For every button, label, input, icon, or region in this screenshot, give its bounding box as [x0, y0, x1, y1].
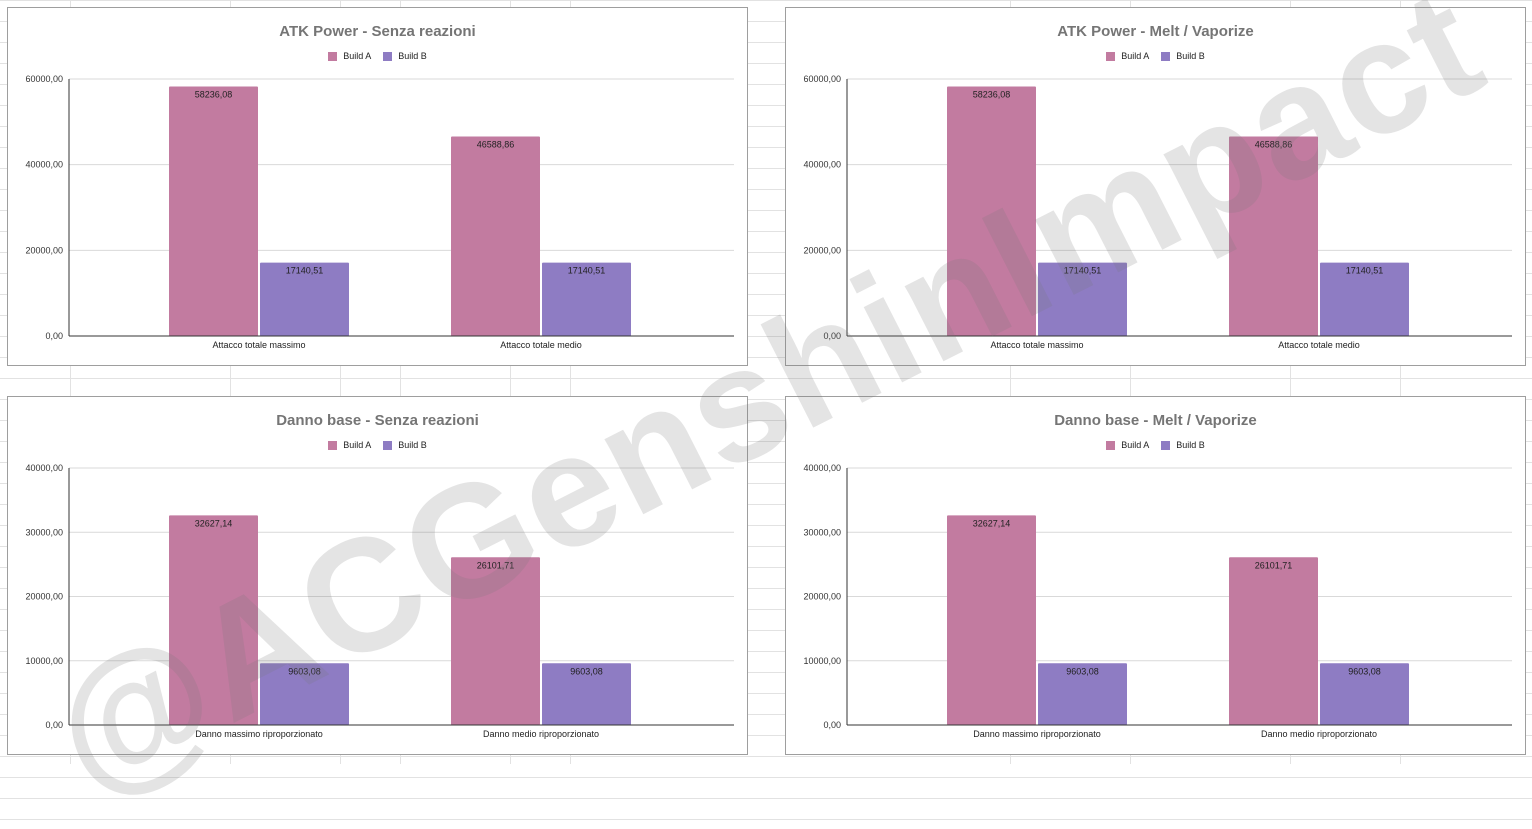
legend-item[interactable]: Build B	[383, 51, 427, 61]
legend-label: Build A	[343, 51, 372, 61]
bar[interactable]	[1038, 663, 1127, 725]
chart-title: ATK Power - Senza reazioni	[279, 23, 476, 40]
x-tick-label: Attacco totale massimo	[212, 340, 305, 350]
legend-item[interactable]: Build A	[328, 51, 371, 61]
y-tick-label: 30000,00	[25, 527, 63, 537]
bar[interactable]	[169, 515, 258, 725]
legend-item[interactable]: Build B	[1161, 51, 1205, 61]
chart-panel-atk-melt[interactable]: ATK Power - Melt / Vaporize Build A Build …	[785, 7, 1526, 366]
bar[interactable]	[947, 86, 1036, 337]
x-tick-label: Attacco totale massimo	[990, 340, 1083, 350]
plot-area: 0,00 20000,00 40000,00 60000,00 58236,08 1714…	[803, 74, 1512, 350]
y-tick-label: 0,00	[45, 331, 63, 341]
legend-item[interactable]: Build B	[1161, 440, 1205, 450]
legend: Build A Build B	[8, 51, 747, 61]
x-tick-label: Attacco totale medio	[500, 340, 582, 350]
bar[interactable]	[1038, 262, 1127, 336]
x-tick-label: Danno medio riproporzionato	[1261, 729, 1377, 739]
chart-panel-damage-melt[interactable]: Danno base - Melt / Vaporize Build A Build…	[785, 396, 1526, 755]
chart-title: Danno base - Senza reazioni	[276, 412, 479, 429]
legend-swatch	[383, 440, 393, 450]
legend-label: Build A	[1121, 51, 1150, 61]
data-label: 26101,71	[477, 560, 515, 570]
legend-swatch	[1106, 51, 1116, 61]
y-tick-label: 60000,00	[25, 74, 63, 84]
y-tick-label: 40000,00	[25, 160, 63, 170]
x-tick-label: Danno medio riproporzionato	[483, 729, 599, 739]
bar[interactable]	[260, 262, 349, 336]
legend-swatch	[1106, 440, 1116, 450]
legend-swatch	[1161, 440, 1171, 450]
x-tick-label: Attacco totale medio	[1278, 340, 1360, 350]
data-label: 58236,08	[195, 90, 233, 100]
bar[interactable]	[260, 663, 349, 725]
legend-item[interactable]: Build A	[1106, 440, 1149, 450]
data-label: 46588,86	[1255, 139, 1293, 149]
bar[interactable]	[542, 663, 631, 725]
plot-area: 0,00 10000,00 20000,00 30000,00 40000,00 3262…	[803, 463, 1512, 739]
data-label: 17140,51	[1064, 266, 1102, 276]
chart-panel-atk-no-reaction[interactable]: ATK Power - Senza reazioni Build A Build B…	[7, 7, 748, 366]
bar[interactable]	[1229, 557, 1318, 725]
bar[interactable]	[1320, 663, 1409, 725]
data-label: 17140,51	[568, 266, 606, 276]
data-label: 17140,51	[286, 266, 324, 276]
legend-item[interactable]: Build B	[383, 440, 427, 450]
data-label: 32627,14	[973, 518, 1011, 528]
y-tick-label: 40000,00	[25, 463, 63, 473]
chart-title: Danno base - Melt / Vaporize	[1054, 412, 1257, 429]
bar[interactable]	[451, 557, 540, 725]
bar[interactable]	[169, 86, 258, 337]
bar[interactable]	[947, 515, 1036, 725]
y-tick-label: 40000,00	[803, 160, 841, 170]
y-tick-label: 60000,00	[803, 74, 841, 84]
x-tick-label: Danno massimo riproporzionato	[973, 729, 1101, 739]
legend: Build A Build B	[786, 440, 1525, 450]
bar[interactable]	[1229, 136, 1318, 336]
y-tick-label: 40000,00	[803, 463, 841, 473]
data-label: 9603,08	[570, 666, 603, 676]
legend: Build A Build B	[786, 51, 1525, 61]
chart-title: ATK Power - Melt / Vaporize	[1057, 23, 1254, 40]
y-tick-label: 10000,00	[803, 656, 841, 666]
legend-swatch	[328, 440, 338, 450]
y-tick-label: 10000,00	[25, 656, 63, 666]
legend-item[interactable]: Build A	[328, 440, 371, 450]
legend: Build A Build B	[8, 440, 747, 450]
legend-swatch	[383, 51, 393, 61]
y-tick-label: 20000,00	[25, 245, 63, 255]
data-label: 32627,14	[195, 518, 233, 528]
legend-label: Build B	[398, 440, 427, 450]
data-label: 58236,08	[973, 90, 1011, 100]
data-label: 9603,08	[1066, 666, 1099, 676]
plot-area: 0,00 20000,00 40000,00 60000,00 58236,08 1714…	[25, 74, 734, 350]
y-tick-label: 0,00	[823, 720, 841, 730]
legend-label: Build B	[1176, 440, 1205, 450]
y-tick-label: 30000,00	[803, 527, 841, 537]
data-label: 9603,08	[1348, 666, 1381, 676]
data-label: 9603,08	[288, 666, 321, 676]
legend-swatch	[328, 51, 338, 61]
data-label: 46588,86	[477, 139, 515, 149]
data-label: 26101,71	[1255, 560, 1293, 570]
legend-item[interactable]: Build A	[1106, 51, 1149, 61]
bar[interactable]	[1320, 262, 1409, 336]
y-tick-label: 20000,00	[803, 592, 841, 602]
y-tick-label: 20000,00	[803, 245, 841, 255]
chart-panel-damage-no-reaction[interactable]: Danno base - Senza reazioni Build A Build …	[7, 396, 748, 755]
y-tick-label: 20000,00	[25, 592, 63, 602]
legend-label: Build A	[343, 440, 372, 450]
y-tick-label: 0,00	[823, 331, 841, 341]
y-tick-label: 0,00	[45, 720, 63, 730]
legend-label: Build A	[1121, 440, 1150, 450]
x-tick-label: Danno massimo riproporzionato	[195, 729, 323, 739]
bar[interactable]	[542, 262, 631, 336]
plot-area: 0,00 10000,00 20000,00 30000,00 40000,00 3262…	[25, 463, 734, 739]
legend-swatch	[1161, 51, 1171, 61]
legend-label: Build B	[398, 51, 427, 61]
data-label: 17140,51	[1346, 266, 1384, 276]
legend-label: Build B	[1176, 51, 1205, 61]
bar[interactable]	[451, 136, 540, 336]
